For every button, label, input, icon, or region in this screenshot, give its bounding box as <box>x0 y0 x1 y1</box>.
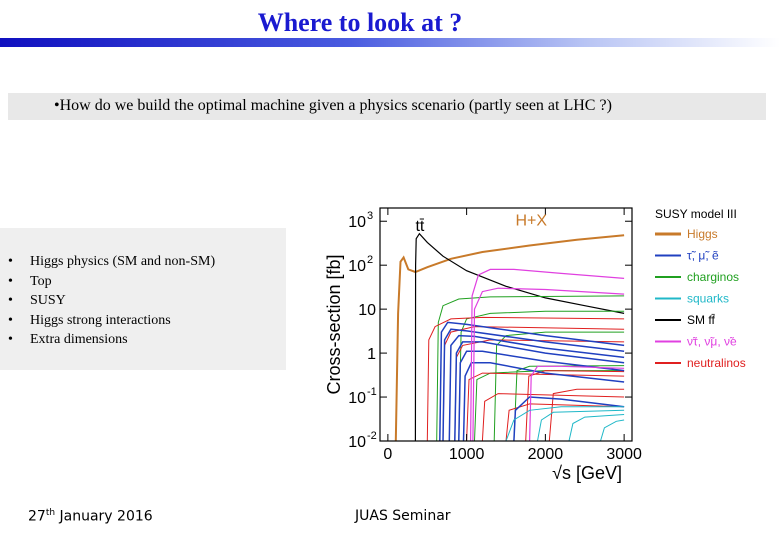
question-text: •How do we build the optimal machine giv… <box>54 97 612 114</box>
footer-seminar: JUAS Seminar <box>355 508 451 524</box>
series-line <box>454 341 625 441</box>
topic-label: SUSY <box>30 293 66 308</box>
series-line <box>600 419 625 441</box>
y-tick-exponent: -2 <box>367 430 377 442</box>
question-box: •How do we build the optimal machine giv… <box>8 93 766 120</box>
slide-title: Where to look at ? <box>257 8 463 37</box>
y-tick-exponent: 3 <box>367 210 373 222</box>
bullet-dot: • <box>8 332 13 347</box>
bullet-dot: • <box>8 293 13 308</box>
x-tick-label: 0 <box>383 446 392 463</box>
legend-label: squarks <box>687 292 729 306</box>
series-line <box>481 393 625 441</box>
y-axis-label: Cross-section [fb] <box>324 254 344 394</box>
y-tick-label: 10 <box>348 258 366 275</box>
series-line <box>442 328 625 441</box>
y-tick-label: 10 <box>348 390 366 407</box>
topic-item: • Top <box>8 272 215 292</box>
topic-label: Top <box>30 273 52 289</box>
topic-item: • SUSY <box>8 291 215 311</box>
x-axis-label: √s [GeV] <box>552 463 622 483</box>
x-tick-label: 1000 <box>449 446 485 463</box>
series-line <box>439 321 625 441</box>
topic-item: • Higgs physics (SM and non-SM) <box>8 252 215 272</box>
series-line <box>505 406 625 441</box>
y-tick-label: 1 <box>367 346 376 363</box>
topic-list: • Higgs physics (SM and non-SM) • Top • SUS… <box>8 252 215 350</box>
topic-label: Extra dimensions <box>30 332 128 347</box>
y-tick-exponent: -1 <box>367 386 377 398</box>
bullet-dot: • <box>8 254 13 269</box>
series-line <box>470 268 625 441</box>
bullet-dot: • <box>8 273 13 289</box>
series-line <box>548 388 625 441</box>
topic-label: Higgs physics (SM and non-SM) <box>30 254 216 269</box>
legend-label: neutralinos <box>687 356 746 370</box>
topic-item: • Extra dimensions <box>8 330 215 350</box>
topic-label: Higgs strong interactions <box>30 312 171 328</box>
legend-label: τ̃, μ̃, ẽ <box>687 249 719 263</box>
plot-frame <box>379 207 633 442</box>
series-line <box>462 362 625 441</box>
chart-annotation: tt̄ <box>415 218 424 235</box>
topics-box: • Higgs physics (SM and non-SM) • Top • SUS… <box>0 228 286 370</box>
topic-item: • Higgs strong interactions <box>8 311 215 331</box>
series-line <box>472 287 625 441</box>
series-line <box>513 396 625 441</box>
chart-annotation: H+X <box>515 212 547 229</box>
series-line <box>448 334 625 441</box>
footer-date: 27th January 2016 <box>28 508 153 525</box>
y-tick-label: 10 <box>358 302 376 319</box>
x-tick-label: 2000 <box>528 446 564 463</box>
bullet-dot: • <box>8 312 13 328</box>
legend-label: charginos <box>687 270 739 284</box>
y-tick-exponent: 2 <box>367 254 373 266</box>
legend-label: Higgs <box>687 227 718 241</box>
series-line <box>525 370 625 441</box>
legend-title: SUSY model III <box>655 207 737 221</box>
title-underline-bar <box>0 38 780 47</box>
y-tick-label: 10 <box>348 434 366 451</box>
series-line <box>568 414 625 441</box>
legend-label: SM ff̄ <box>687 313 715 327</box>
x-tick-label: 3000 <box>606 446 642 463</box>
y-tick-label: 10 <box>348 214 366 231</box>
series-line <box>414 232 625 441</box>
series-line <box>394 234 625 441</box>
series-line <box>493 331 625 441</box>
series-line <box>436 295 625 441</box>
series-line <box>529 365 625 441</box>
legend-label: ν̃τ, ν̃μ, ν̃e <box>687 335 737 349</box>
series-line <box>426 316 625 441</box>
series-line <box>537 409 625 441</box>
